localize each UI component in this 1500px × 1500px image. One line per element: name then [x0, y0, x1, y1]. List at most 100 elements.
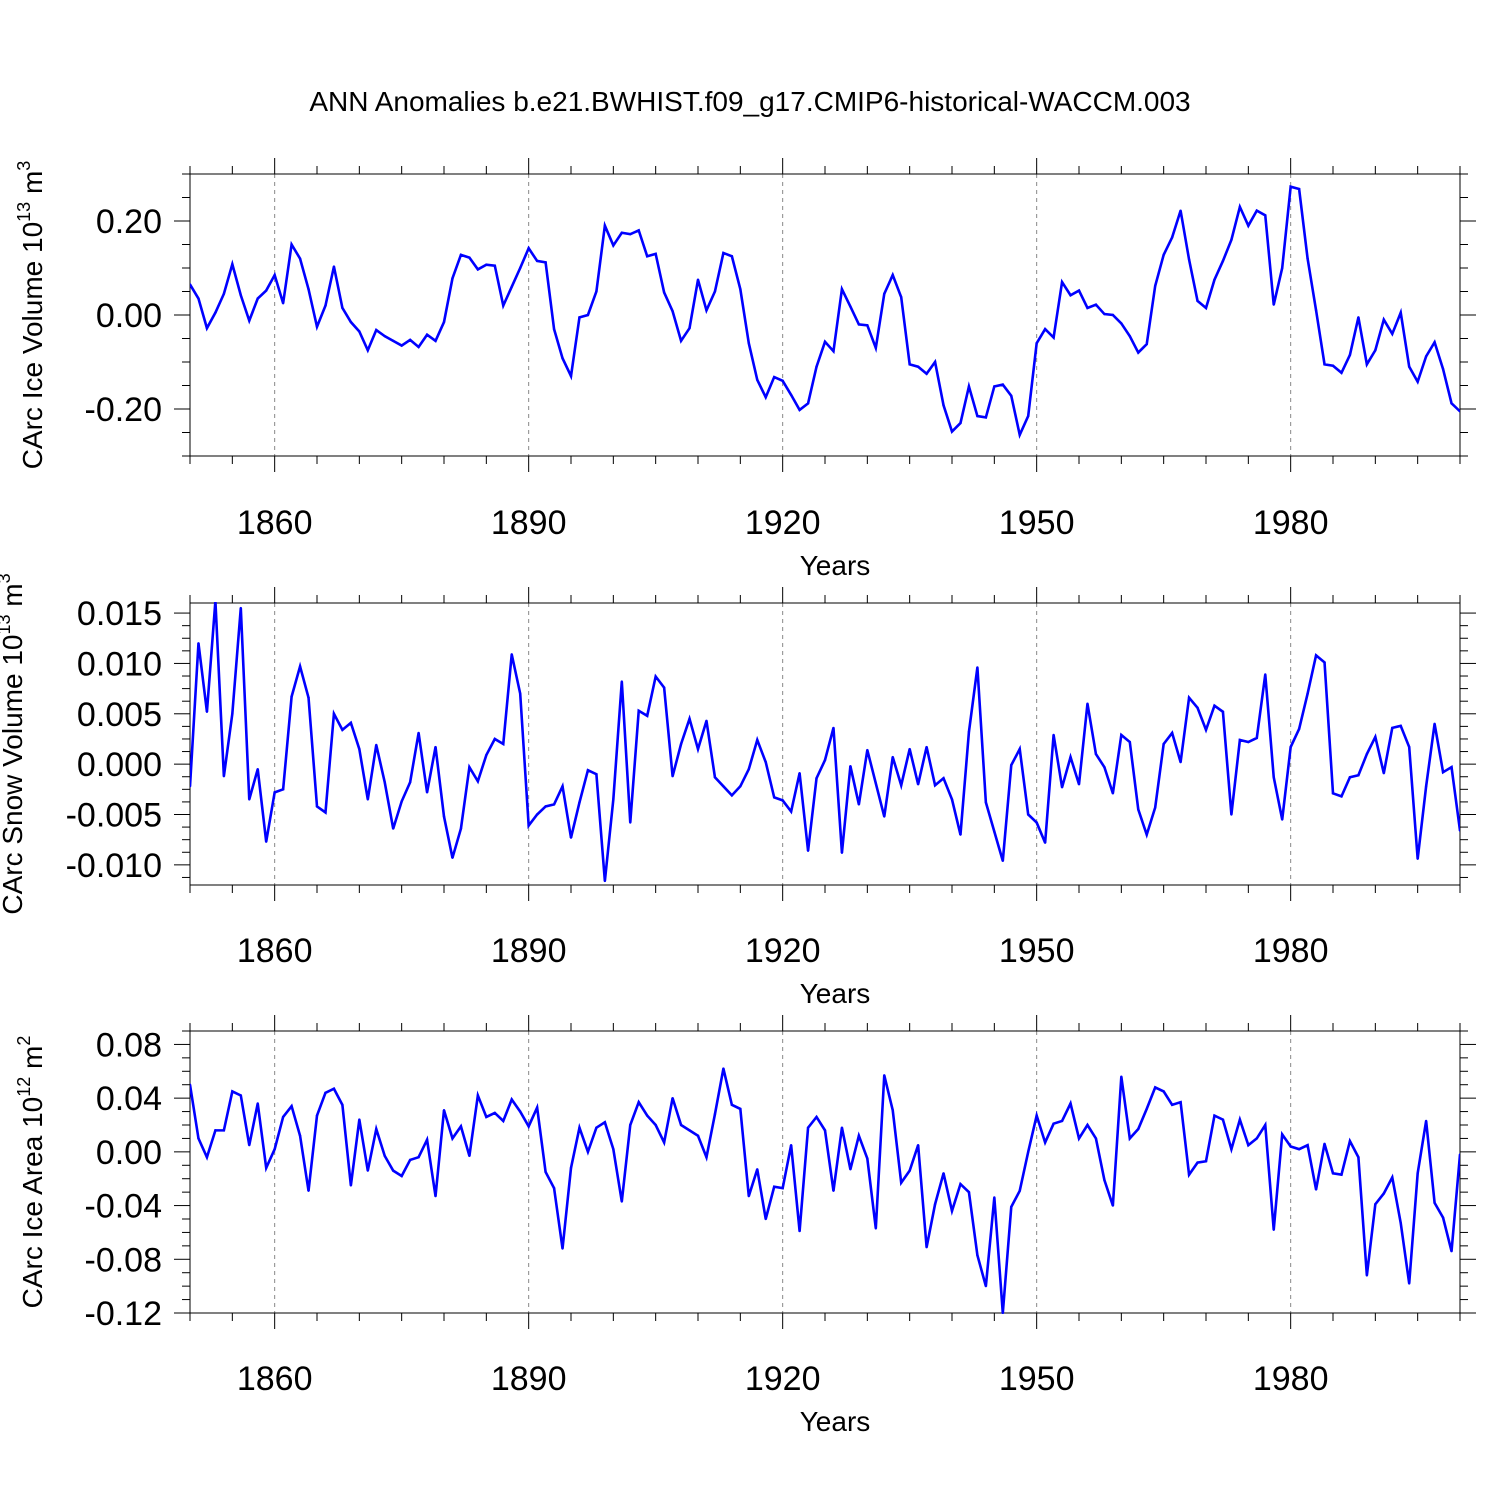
data-point: [383, 781, 386, 784]
data-point: [620, 680, 623, 683]
data-point: [705, 1156, 708, 1159]
y-axis-title-exp: 13: [14, 202, 34, 222]
data-point: [1323, 363, 1326, 366]
data-point: [1162, 253, 1165, 257]
y-axis-title-unit-exp: 3: [0, 573, 14, 583]
data-point: [214, 1129, 217, 1132]
data-point: [1060, 1119, 1064, 1123]
data-point: [468, 765, 471, 769]
data-point: [1094, 752, 1098, 756]
data-point: [993, 1196, 996, 1199]
data-point: [908, 363, 911, 366]
data-point: [976, 666, 979, 669]
data-point: [1052, 336, 1055, 339]
data-point: [1196, 299, 1199, 303]
data-point: [561, 357, 564, 360]
y-tick-label: 0.00: [96, 1134, 162, 1172]
data-point: [654, 675, 657, 678]
data-point: [1052, 1122, 1055, 1125]
data-point: [197, 297, 200, 300]
data-point: [1340, 795, 1343, 798]
data-point: [916, 1143, 920, 1147]
y-axis-title-unit: m: [17, 171, 48, 202]
data-point: [942, 777, 945, 780]
data-point: [1433, 722, 1436, 726]
data-point: [1230, 1147, 1233, 1151]
data-point: [349, 721, 353, 725]
data-point: [1154, 806, 1157, 809]
y-tick-label: 0.010: [77, 645, 162, 683]
data-point: [1230, 813, 1233, 816]
data-point: [442, 1109, 446, 1112]
y-tick-label: 0.20: [96, 203, 162, 241]
data-point: [315, 1114, 319, 1117]
data-point: [1247, 1143, 1250, 1147]
data-point: [1035, 342, 1038, 345]
data-point: [205, 1156, 209, 1159]
x-tick-label: 1950: [999, 1360, 1075, 1398]
data-point: [425, 1138, 429, 1141]
data-point: [942, 1172, 945, 1175]
data-point: [358, 330, 361, 333]
x-axis-title: Years: [800, 550, 871, 581]
data-point: [603, 1121, 607, 1124]
data-point: [248, 1143, 251, 1147]
data-point: [400, 800, 403, 803]
data-point: [705, 719, 708, 723]
panel-snow-volume: 0.015 0.010 0.005 0.000 -0.005 -0.010 1860 1890…: [0, 573, 1476, 1009]
data-point: [1120, 733, 1123, 737]
y-axis-title-unit: m: [0, 583, 28, 614]
data-point: [1408, 745, 1411, 749]
data-point: [273, 273, 276, 277]
data-point: [190, 785, 192, 788]
y-axis-title-exp: 12: [14, 1077, 34, 1097]
data-point: [1128, 334, 1132, 338]
data-point: [967, 730, 971, 734]
data-point: [1010, 1205, 1013, 1209]
data-point: [1289, 745, 1292, 749]
data-point: [214, 602, 217, 603]
data-point: [358, 1118, 361, 1121]
data-point: [679, 339, 683, 343]
data-point: [298, 1134, 302, 1137]
data-point: [578, 801, 581, 804]
data-point: [857, 1134, 861, 1137]
data-point: [1187, 696, 1191, 699]
data-point: [256, 767, 259, 771]
x-tick-label: 1860: [237, 504, 313, 542]
data-point: [1103, 765, 1106, 769]
data-point: [637, 1100, 640, 1104]
data-point: [1010, 763, 1013, 767]
data-point: [857, 803, 861, 806]
data-point: [231, 1090, 234, 1093]
data-point: [552, 1186, 556, 1190]
data-point: [502, 1119, 505, 1123]
data-point: [1297, 727, 1301, 731]
data-point: [1458, 1153, 1460, 1156]
data-point: [764, 1217, 767, 1221]
data-point: [1297, 187, 1301, 191]
data-point: [281, 302, 285, 305]
data-point: [1179, 760, 1182, 764]
data-point: [1281, 1133, 1284, 1136]
data-point: [239, 294, 242, 297]
data-point: [730, 255, 734, 258]
data-point: [1221, 1118, 1225, 1121]
data-point: [629, 232, 632, 236]
data-point: [815, 1115, 818, 1119]
data-point: [1391, 726, 1394, 730]
data-point: [248, 319, 251, 322]
data-point: [654, 1123, 657, 1127]
data-point: [1289, 185, 1292, 188]
plot-frame: [189, 602, 1461, 886]
data-point: [248, 798, 251, 801]
data-point: [1213, 278, 1216, 281]
data-point: [578, 1126, 581, 1129]
data-point: [307, 287, 310, 291]
data-point: [569, 836, 573, 839]
y-tick-label: -0.005: [66, 797, 162, 835]
x-tick-label: 1980: [1253, 504, 1329, 542]
data-point: [849, 305, 852, 308]
data-point: [1162, 742, 1165, 746]
